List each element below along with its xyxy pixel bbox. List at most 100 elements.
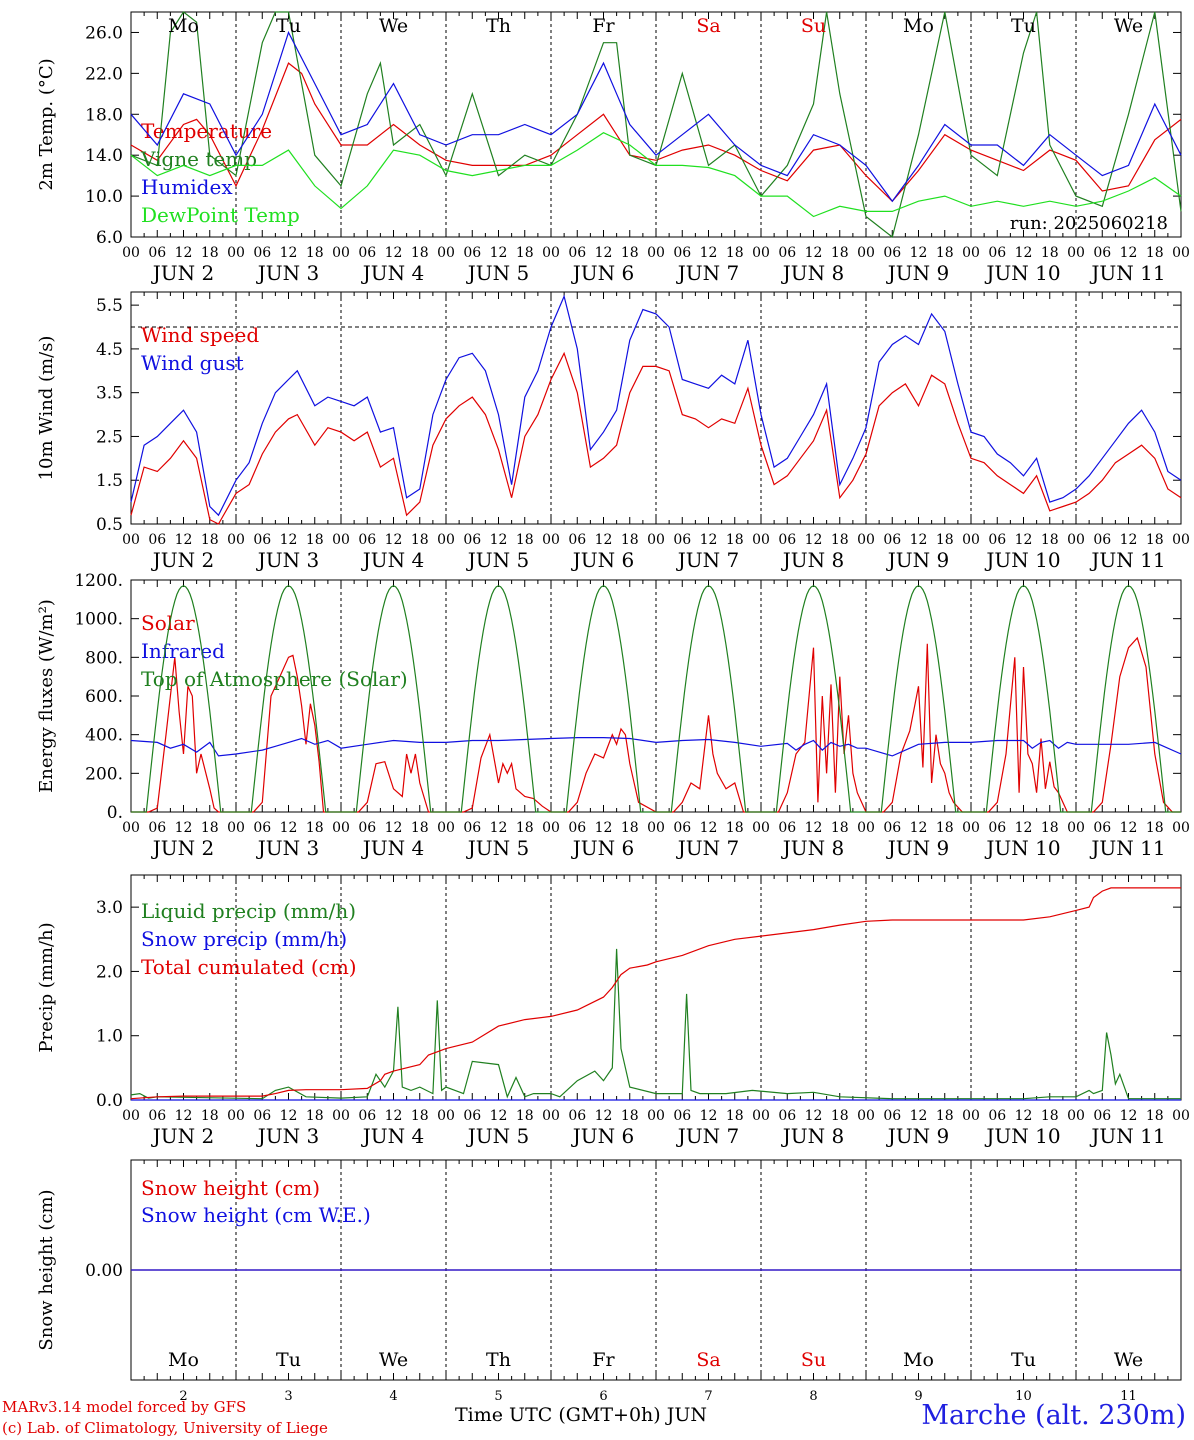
hour-tick-label: 00 bbox=[962, 532, 980, 548]
hour-tick-label: 00 bbox=[647, 245, 665, 261]
weekday-label: Tu bbox=[1011, 15, 1036, 37]
series-line-dewpoint-temp bbox=[130, 132, 1182, 218]
hour-tick-label: 12 bbox=[805, 532, 823, 548]
hour-tick-label: 18 bbox=[411, 820, 429, 836]
hour-tick-label: 00 bbox=[332, 245, 350, 261]
series-line-wind-speed bbox=[130, 351, 1182, 525]
hour-tick-label: 18 bbox=[201, 1108, 219, 1124]
hour-tick-label: 18 bbox=[621, 532, 639, 548]
series-line-infrared bbox=[130, 737, 1182, 757]
y-tick-label: 4.5 bbox=[96, 340, 123, 360]
hour-tick-label: 06 bbox=[673, 532, 691, 548]
day-label: JUN 8 bbox=[781, 1124, 844, 1148]
hour-tick-label: 00 bbox=[122, 245, 140, 261]
hour-tick-label: 00 bbox=[437, 245, 455, 261]
day-label: JUN 3 bbox=[256, 261, 319, 285]
hour-tick-label: 06 bbox=[148, 1108, 166, 1124]
hour-tick-label: 00 bbox=[437, 532, 455, 548]
day-label: JUN 5 bbox=[466, 1124, 529, 1148]
hour-tick-label: 12 bbox=[280, 820, 298, 836]
hour-tick-label: 12 bbox=[385, 245, 403, 261]
day-label: JUN 7 bbox=[676, 548, 739, 572]
y-tick-label: 26.0 bbox=[85, 23, 123, 43]
hour-tick-label: 18 bbox=[726, 820, 744, 836]
y-tick-label: 600. bbox=[85, 687, 123, 707]
hour-tick-label: 00 bbox=[857, 820, 875, 836]
hour-tick-label: 18 bbox=[1146, 1108, 1164, 1124]
hour-tick-label: 00 bbox=[227, 820, 245, 836]
day-label: JUN 2 bbox=[151, 261, 214, 285]
day-number-label: 10 bbox=[1015, 1389, 1032, 1404]
hour-tick-label: 12 bbox=[910, 245, 928, 261]
hour-tick-label: 18 bbox=[831, 532, 849, 548]
legend-entry: Humidex bbox=[141, 175, 233, 199]
hour-tick-label: 12 bbox=[385, 820, 403, 836]
y-tick-label: 0. bbox=[107, 803, 123, 823]
hour-tick-label: 06 bbox=[778, 245, 796, 261]
hour-tick-label: 12 bbox=[805, 245, 823, 261]
day-label: JUN 6 bbox=[571, 261, 634, 285]
hour-tick-label: 18 bbox=[726, 532, 744, 548]
day-number-label: 8 bbox=[809, 1389, 817, 1404]
series-line-total-cumulated-cm- bbox=[130, 887, 1181, 1100]
hour-tick-label: 12 bbox=[700, 1108, 718, 1124]
y-axis-label: 2m Temp. (°C) bbox=[36, 58, 57, 190]
legend-entry: Infrared bbox=[141, 639, 225, 663]
hour-tick-label: 00 bbox=[332, 820, 350, 836]
hour-tick-label: 18 bbox=[1146, 820, 1164, 836]
hour-tick-label: 18 bbox=[516, 820, 534, 836]
hour-tick-label: 00 bbox=[1172, 532, 1190, 548]
day-label: JUN 11 bbox=[1089, 836, 1165, 860]
hour-tick-label: 00 bbox=[542, 1108, 560, 1124]
day-number-label: 7 bbox=[704, 1389, 712, 1404]
day-label: JUN 6 bbox=[571, 1124, 634, 1148]
day-label: JUN 3 bbox=[256, 836, 319, 860]
weekday-label: Th bbox=[486, 15, 511, 37]
hour-tick-label: 18 bbox=[831, 245, 849, 261]
hour-tick-label: 06 bbox=[463, 820, 481, 836]
hour-tick-label: 00 bbox=[1172, 1108, 1190, 1124]
y-tick-label: 2.5 bbox=[96, 427, 123, 447]
hour-tick-label: 18 bbox=[936, 245, 954, 261]
y-tick-label: 3.5 bbox=[96, 384, 123, 404]
station-name: Marche (alt. 230m) bbox=[921, 1400, 1186, 1431]
y-axis-label: Snow height (cm) bbox=[36, 1189, 57, 1350]
day-label: JUN 9 bbox=[886, 836, 949, 860]
weekday-label: Su bbox=[801, 15, 826, 37]
series-line-temperature bbox=[130, 62, 1182, 203]
hour-tick-label: 12 bbox=[805, 1108, 823, 1124]
hour-tick-label: 00 bbox=[332, 532, 350, 548]
hour-tick-label: 18 bbox=[201, 820, 219, 836]
hour-tick-label: 18 bbox=[306, 532, 324, 548]
hour-tick-label: 00 bbox=[437, 1108, 455, 1124]
hour-tick-label: 18 bbox=[201, 245, 219, 261]
day-label: JUN 8 bbox=[781, 261, 844, 285]
hour-tick-label: 00 bbox=[1067, 820, 1085, 836]
hour-tick-label: 00 bbox=[542, 532, 560, 548]
hour-tick-label: 12 bbox=[1015, 820, 1033, 836]
hour-tick-label: 00 bbox=[752, 532, 770, 548]
hour-tick-label: 18 bbox=[306, 820, 324, 836]
weekday-label: Sa bbox=[696, 1349, 720, 1371]
day-number-label: 3 bbox=[284, 1389, 292, 1404]
day-label: JUN 11 bbox=[1089, 1124, 1165, 1148]
hour-tick-label: 00 bbox=[1067, 245, 1085, 261]
hour-tick-label: 18 bbox=[516, 1108, 534, 1124]
weekday-label: We bbox=[379, 15, 408, 37]
hour-tick-label: 06 bbox=[988, 245, 1006, 261]
day-label: JUN 10 bbox=[984, 261, 1060, 285]
hour-tick-label: 12 bbox=[175, 532, 193, 548]
legend-entry: Snow precip (mm/h) bbox=[141, 927, 347, 951]
hour-tick-label: 18 bbox=[621, 1108, 639, 1124]
hour-tick-label: 06 bbox=[463, 1108, 481, 1124]
hour-tick-label: 12 bbox=[700, 532, 718, 548]
hour-tick-label: 00 bbox=[542, 245, 560, 261]
run-label: run: 2025060218 bbox=[1010, 213, 1168, 234]
hour-tick-label: 06 bbox=[358, 245, 376, 261]
lab-credit-line: (c) Lab. of Climatology, University of L… bbox=[2, 1419, 328, 1437]
hour-tick-label: 06 bbox=[673, 245, 691, 261]
model-credit-line: MARv3.14 model forced by GFS bbox=[2, 1398, 247, 1416]
series-line-wind-gust bbox=[130, 294, 1182, 517]
hour-tick-label: 00 bbox=[227, 1108, 245, 1124]
